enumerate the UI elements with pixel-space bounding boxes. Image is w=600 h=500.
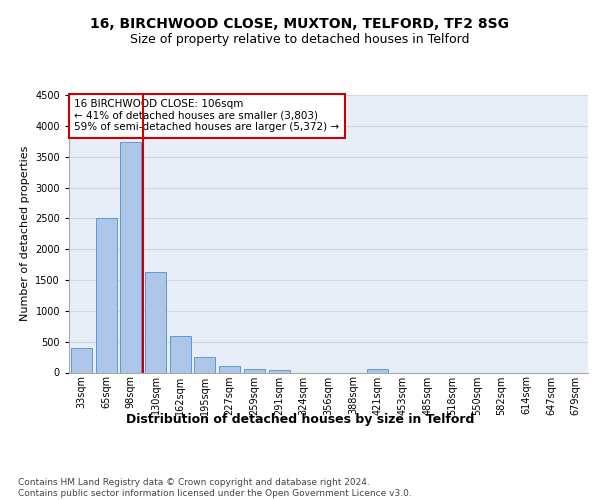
Bar [170,336,191,372]
Bar [367,370,388,372]
Bar [194,358,215,372]
Text: 16 BIRCHWOOD CLOSE: 106sqm
← 41% of detached houses are smaller (3,803)
59% of s: 16 BIRCHWOOD CLOSE: 106sqm ← 41% of deta… [74,99,340,132]
Text: Distribution of detached houses by size in Telford: Distribution of detached houses by size … [126,412,474,426]
Bar [244,369,265,372]
Bar [95,218,116,372]
Text: 16, BIRCHWOOD CLOSE, MUXTON, TELFORD, TF2 8SG: 16, BIRCHWOOD CLOSE, MUXTON, TELFORD, TF… [91,18,509,32]
Text: Contains HM Land Registry data © Crown copyright and database right 2024.
Contai: Contains HM Land Registry data © Crown c… [18,478,412,498]
Bar [71,348,92,372]
Bar [269,370,290,372]
Bar [145,272,166,372]
Bar [219,366,240,372]
Bar [120,142,141,372]
Text: Size of property relative to detached houses in Telford: Size of property relative to detached ho… [130,32,470,46]
Y-axis label: Number of detached properties: Number of detached properties [20,146,29,322]
